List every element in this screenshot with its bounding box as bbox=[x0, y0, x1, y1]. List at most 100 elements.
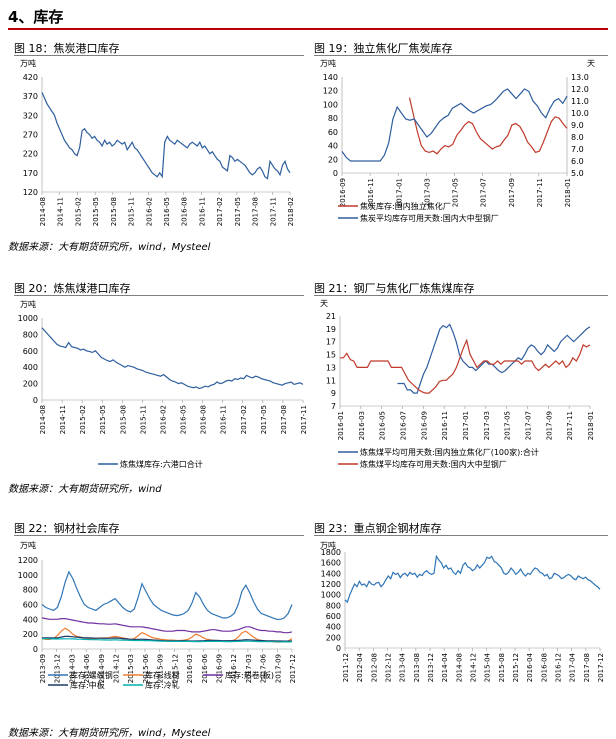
y2-axis-unit: 天 bbox=[587, 59, 595, 68]
x-tick-label: 2017-06 bbox=[260, 653, 268, 683]
x-tick-label: 2015-03 bbox=[127, 654, 135, 683]
x-tick-label: 2015-02 bbox=[74, 197, 82, 226]
x-tick-label: 2017-03 bbox=[483, 411, 491, 440]
x-tick-label: 2014-12 bbox=[113, 654, 121, 683]
panel-title-23: 图 23：重点钢企钢材库存 bbox=[314, 522, 442, 535]
series-line-2 bbox=[341, 88, 568, 162]
y-tick-label: 120 bbox=[323, 87, 338, 96]
legend-label: 焦炭库存:国内独立焦化厂 bbox=[360, 201, 451, 211]
y-tick-label: 800 bbox=[23, 586, 38, 595]
y-tick-label: 1200 bbox=[18, 556, 38, 565]
x-tick-label: 2014-03 bbox=[68, 654, 76, 683]
y-tick-label: 0 bbox=[336, 644, 341, 653]
x-tick-label: 2016-09 bbox=[420, 411, 428, 440]
legend-label: 库存:冷轧 bbox=[145, 680, 180, 690]
y-axis-unit: 万吨 bbox=[320, 58, 336, 68]
x-tick-label: 2016-11 bbox=[441, 411, 449, 440]
y-tick-label: 15 bbox=[326, 351, 336, 360]
x-tick-label: 2016-11 bbox=[367, 178, 375, 207]
series-line-2 bbox=[340, 338, 591, 394]
x-tick-label: 2017-03 bbox=[245, 654, 253, 683]
source-note-1: 数据来源：大有期货研究所，wind，Mysteel bbox=[8, 242, 211, 253]
x-tick-label: 2017-11 bbox=[300, 405, 308, 434]
x-tick-label: 2014-08 bbox=[39, 405, 47, 434]
panel-rule-21 bbox=[314, 295, 608, 296]
x-tick-label: 2015-05 bbox=[99, 405, 107, 434]
series-line-1 bbox=[397, 323, 591, 394]
x-tick-label: 2015-08 bbox=[119, 405, 127, 434]
x-tick-label: 2017-12 bbox=[597, 653, 605, 682]
panel-title-22: 图 22：钢材社会库存 bbox=[14, 522, 120, 535]
x-tick-label: 2017-12 bbox=[289, 654, 297, 683]
series-line-1 bbox=[41, 92, 291, 180]
chart-4: 天 7 9 11 13 15 17 19 21 2016-01 2016-03 2016-05 2016… bbox=[320, 299, 595, 469]
y-tick-label: 20 bbox=[328, 155, 338, 164]
panel-rule-18 bbox=[14, 55, 304, 56]
y2-tick-label: 12.0 bbox=[571, 85, 589, 94]
x-tick-label: 2016-08 bbox=[540, 653, 548, 682]
x-tick-label: 2017-05 bbox=[234, 197, 242, 226]
y2-tick-label: 9.0 bbox=[571, 121, 584, 130]
x-tick-label: 2012-12 bbox=[385, 653, 393, 682]
y-tick-label: 200 bbox=[23, 380, 38, 389]
y-axis-unit: 万吨 bbox=[20, 540, 36, 550]
x-tick-label: 2017-01 bbox=[395, 178, 403, 207]
x-tick-label: 2017-01 bbox=[462, 411, 470, 440]
x-tick-label: 2014-04 bbox=[441, 652, 449, 682]
x-tick-label: 2013-08 bbox=[413, 653, 421, 682]
x-tick-label: 2017-09 bbox=[274, 654, 282, 683]
panel-title-21: 图 21：钢厂与焦化厂炼焦煤库存 bbox=[314, 282, 475, 295]
x-tick-label: 2017-07 bbox=[480, 178, 488, 207]
x-tick-label: 2016-04 bbox=[526, 652, 534, 682]
y-tick-label: 170 bbox=[23, 169, 38, 178]
x-tick-label: 2017-11 bbox=[566, 411, 574, 440]
y-tick-label: 7 bbox=[331, 402, 336, 411]
y-tick-label: 1200 bbox=[321, 580, 341, 589]
y-axis-unit: 天 bbox=[320, 299, 328, 308]
x-tick-label: 2014-12 bbox=[470, 653, 478, 682]
y-tick-label: 13 bbox=[326, 363, 336, 372]
x-tick-label: 2016-01 bbox=[337, 411, 345, 440]
x-tick-label: 2014-08 bbox=[455, 653, 463, 682]
x-tick-label: 2015-05 bbox=[92, 197, 100, 226]
y-tick-label: 9 bbox=[331, 389, 336, 398]
y-tick-label: 140 bbox=[323, 73, 338, 82]
y-tick-label: 800 bbox=[23, 330, 38, 339]
section-title: 4、库存 bbox=[8, 8, 64, 26]
x-tick-label: 2012-04 bbox=[356, 652, 364, 682]
x-tick-label: 2017-07 bbox=[525, 411, 533, 440]
chart-2: 万吨 0 20 40 60 80 100 120 140 5.0 6.0 7.0 8.0 9.0 10.0 1… bbox=[320, 58, 595, 223]
x-tick-label: 2015-09 bbox=[157, 654, 165, 683]
x-tick-label: 2016-02 bbox=[159, 405, 167, 434]
y-tick-label: 0 bbox=[33, 396, 38, 405]
x-tick-label: 2015-06 bbox=[142, 653, 150, 683]
y-tick-label: 400 bbox=[23, 615, 38, 624]
x-tick-label: 2017-08 bbox=[583, 653, 591, 682]
x-tick-label: 2012-08 bbox=[370, 653, 378, 682]
x-tick-label: 2016-09 bbox=[215, 654, 223, 683]
legend: 库存:螺纹钢 库存:线材 库存:热卷(板) 库存:中板 库存:冷轧 bbox=[48, 670, 274, 690]
x-tick-label: 2014-08 bbox=[39, 197, 47, 226]
legend-label: 炼焦煤平均库存可用天数:国内大中型钢厂 bbox=[360, 459, 507, 469]
y2-tick-label: 5.0 bbox=[571, 169, 584, 178]
y-tick-label: 370 bbox=[23, 92, 38, 101]
x-tick-label: 2017-02 bbox=[216, 197, 224, 226]
x-tick-label: 2017-05 bbox=[504, 411, 512, 440]
y-tick-label: 1000 bbox=[321, 591, 341, 600]
x-tick-label: 2016-02 bbox=[145, 197, 153, 226]
panel-rule-22 bbox=[14, 535, 304, 536]
y-tick-label: 1800 bbox=[321, 548, 341, 557]
panel-rule-20 bbox=[14, 295, 304, 296]
y-axis-unit: 万吨 bbox=[20, 299, 36, 309]
legend: 炼焦煤平均可用天数:国内独立焦化厂(100家):合计炼焦煤平均库存可用天数:国内… bbox=[338, 447, 539, 469]
x-tick-label: 2016-03 bbox=[358, 411, 366, 440]
x-tick-label: 2016-08 bbox=[200, 405, 208, 434]
x-tick-label: 2016-09 bbox=[339, 178, 347, 207]
section-rule bbox=[8, 28, 608, 30]
y-tick-label: 600 bbox=[23, 347, 38, 356]
y-tick-label: 21 bbox=[326, 312, 336, 321]
panel-title-20: 图 20：炼焦煤港口库存 bbox=[14, 282, 131, 295]
x-tick-label: 2016-11 bbox=[198, 197, 206, 226]
